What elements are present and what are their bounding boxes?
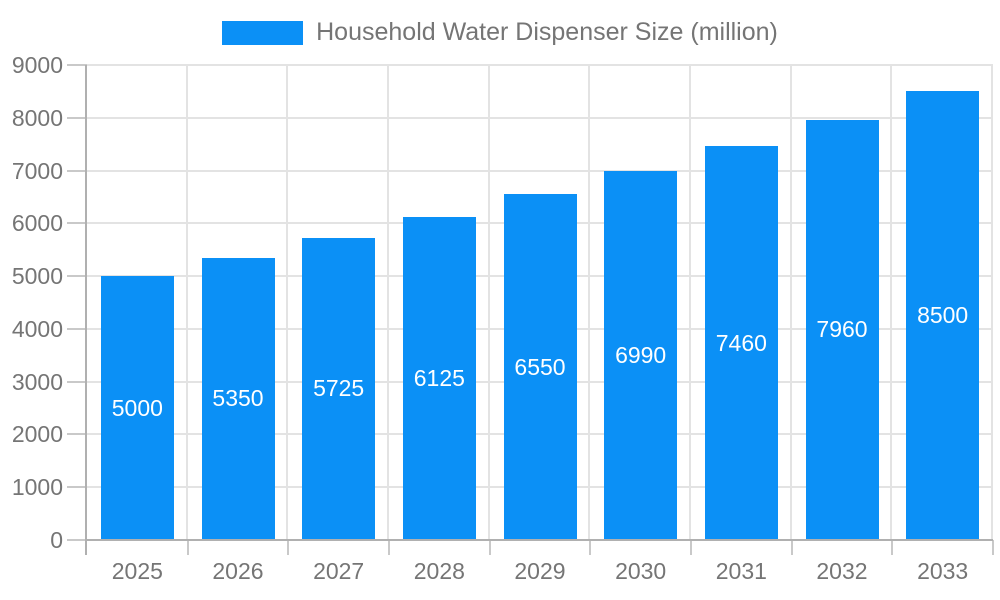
bar-2029[interactable]: 6550 [503, 194, 577, 540]
y-axis-tick-label: 7000 [11, 157, 63, 184]
y-axis-tick-label: 1000 [11, 474, 63, 501]
y-axis-tick-label: 0 [50, 527, 63, 553]
bar-2033[interactable]: 8500 [906, 91, 980, 540]
bar-value-label: 6990 [615, 342, 667, 369]
y-axis-tick [67, 169, 87, 172]
bar-2032[interactable]: 7960 [805, 119, 879, 540]
bar-value-label: 6550 [514, 353, 566, 380]
bar-2030[interactable]: 6990 [604, 171, 678, 540]
bar-2025[interactable]: 5000 [100, 276, 174, 540]
x-axis-tick-label: 2027 [313, 558, 365, 584]
bar-2028[interactable]: 6125 [402, 216, 476, 540]
bar-value-label: 5350 [212, 385, 264, 412]
y-axis-tick-label: 4000 [11, 315, 63, 342]
y-axis-tick-label: 3000 [11, 368, 63, 395]
v-gridline [991, 65, 993, 540]
x-axis-tick [488, 540, 491, 555]
y-axis-tick [67, 275, 87, 278]
y-axis-tick-label: 6000 [11, 210, 63, 237]
h-gridline [87, 64, 993, 66]
h-gridline [87, 116, 993, 119]
legend-swatch [222, 20, 304, 45]
x-axis-tick-label: 2033 [917, 558, 969, 584]
y-axis-tick-label: 9000 [11, 52, 63, 78]
x-axis-tick [992, 540, 994, 555]
x-axis-tick [287, 540, 290, 555]
x-axis-tick [891, 540, 894, 555]
x-axis-tick-label: 2032 [816, 558, 868, 584]
x-axis-tick [186, 540, 189, 555]
legend-series-label: Household Water Dispenser Size (million) [316, 18, 778, 46]
y-axis-tick [67, 433, 87, 436]
y-axis-tick [67, 486, 87, 489]
x-axis-tick [790, 540, 793, 555]
bar-2031[interactable]: 7460 [704, 146, 778, 540]
v-gridline [588, 65, 591, 540]
x-axis-tick-label: 2030 [615, 558, 667, 584]
bar-value-label: 7960 [816, 316, 868, 343]
x-axis-tick [388, 540, 390, 555]
v-gridline [789, 65, 792, 540]
bar-value-label: 8500 [917, 302, 969, 329]
legend-item[interactable]: Household Water Dispenser Size (million) [0, 18, 1000, 47]
y-axis-tick [67, 116, 87, 119]
x-axis-line [85, 539, 993, 541]
v-gridline [689, 65, 691, 540]
x-axis-tick-label: 2028 [413, 558, 465, 584]
y-axis-tick [67, 380, 87, 383]
y-axis-tick [67, 327, 87, 330]
v-gridline [286, 65, 289, 540]
v-gridline [387, 65, 389, 540]
x-axis-tick-label: 2031 [715, 558, 767, 584]
bar-value-label: 5725 [313, 375, 365, 402]
h-gridline [87, 169, 993, 172]
bar-2026[interactable]: 5350 [201, 257, 275, 540]
x-axis-tick [589, 540, 592, 555]
y-axis-tick [67, 222, 87, 225]
y-axis-tick [67, 539, 87, 541]
x-axis-tick [690, 540, 692, 555]
y-axis-line [85, 65, 87, 555]
y-axis-tick-label: 8000 [11, 104, 63, 131]
y-axis-tick [67, 64, 87, 66]
bar-2027[interactable]: 5725 [302, 237, 376, 540]
v-gridline [890, 65, 893, 540]
plot-area: 0 1000 2000 3000 4000 5000 6000 7000 8000 9000 202… [12, 52, 994, 584]
bar-value-label: 7460 [715, 329, 767, 356]
x-axis-tick-label: 2029 [514, 558, 566, 584]
v-gridline [487, 65, 490, 540]
bar-value-label: 5000 [111, 394, 163, 421]
y-axis-tick-label: 2000 [11, 421, 63, 448]
x-axis-tick-label: 2026 [212, 558, 264, 584]
v-gridline [185, 65, 188, 540]
y-axis-tick-label: 5000 [11, 263, 63, 290]
bar-value-label: 6125 [413, 364, 465, 391]
x-axis-tick-label: 2025 [111, 558, 163, 584]
